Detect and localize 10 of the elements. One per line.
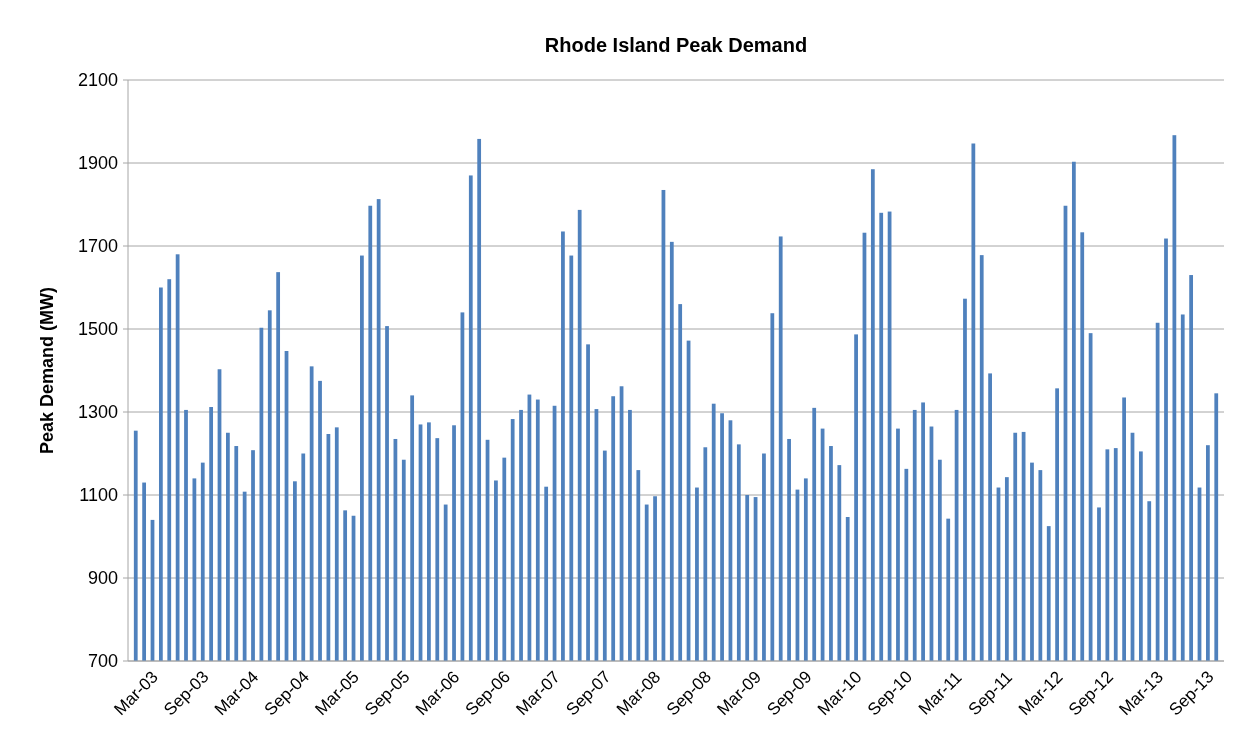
y-tick-label: 1900 — [77, 153, 118, 174]
y-axis-title: Peak Demand (MW) — [37, 286, 57, 455]
y-tick-label: 2100 — [77, 70, 118, 91]
y-tick-label: 900 — [87, 568, 118, 589]
y-tick-label: 700 — [87, 651, 118, 672]
y-tick-label: 1500 — [77, 319, 118, 340]
y-tick-label: 1100 — [79, 485, 118, 506]
y-tick-label: 1300 — [77, 402, 118, 423]
chart-title: Rhode Island Peak Demand — [544, 34, 808, 56]
y-tick-label: 1700 — [77, 236, 118, 257]
